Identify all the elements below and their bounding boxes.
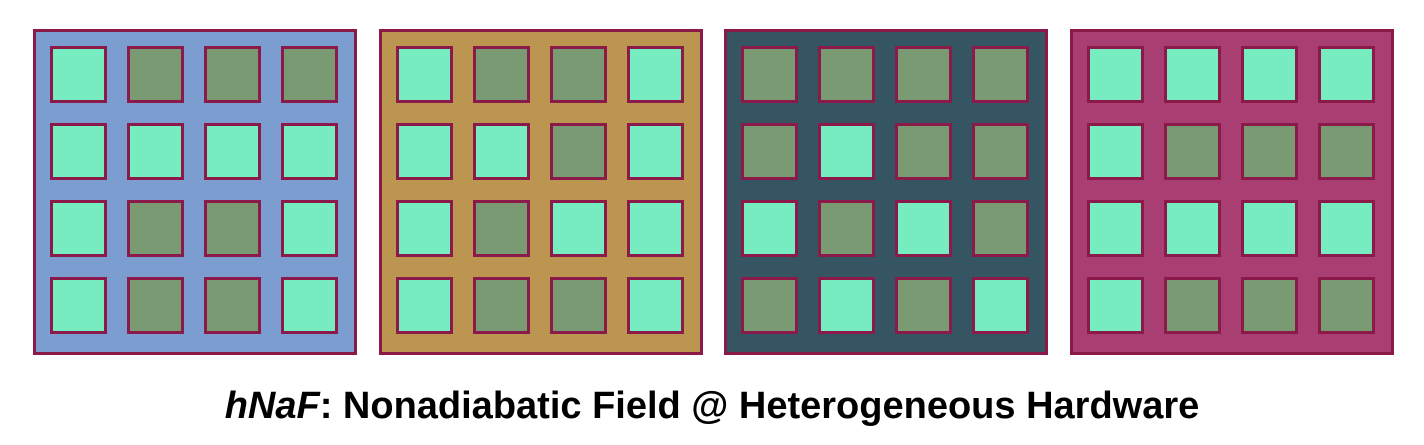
panel-2-cell-r3-c4-active bbox=[627, 200, 684, 257]
panel-1-cell-r3-c1-active bbox=[50, 200, 107, 257]
panel-1-cell-r1-c2-inactive bbox=[127, 46, 184, 103]
hardware-panels bbox=[33, 29, 1394, 355]
panel-4-cell-r4-c4-inactive bbox=[1318, 277, 1375, 334]
panel-3-cell-r3-c3-active bbox=[895, 200, 952, 257]
panel-2-cell-r4-c4-active bbox=[627, 277, 684, 334]
panel-4-cell-r4-c2-inactive bbox=[1164, 277, 1221, 334]
panel-3-cell-r2-c2-active bbox=[818, 123, 875, 180]
panel-3-cell-r4-c4-active bbox=[972, 277, 1029, 334]
panel-3-cell-r1-c3-inactive bbox=[895, 46, 952, 103]
panel-1-cell-r2-c3-active bbox=[204, 123, 261, 180]
panel-2-cell-r1-c1-active bbox=[396, 46, 453, 103]
panel-2-cell-r4-c2-inactive bbox=[473, 277, 530, 334]
panel-3-cell-r4-c1-inactive bbox=[741, 277, 798, 334]
panel-2-cell-r4-c1-active bbox=[396, 277, 453, 334]
figure-caption: hNaF: Nonadiabatic Field @ Heterogeneous… bbox=[0, 378, 1424, 434]
panel-4-cell-r2-c2-inactive bbox=[1164, 123, 1221, 180]
panel-4-cell-r1-c1-active bbox=[1087, 46, 1144, 103]
panel-2-cell-r3-c2-inactive bbox=[473, 200, 530, 257]
panel-3-cell-r2-c4-inactive bbox=[972, 123, 1029, 180]
panel-2-cell-r4-c3-inactive bbox=[550, 277, 607, 334]
panel-4-cell-r1-c4-active bbox=[1318, 46, 1375, 103]
panel-4-cell-r4-c1-active bbox=[1087, 277, 1144, 334]
panel-3-cell-r4-c2-active bbox=[818, 277, 875, 334]
panel-3-cell-r1-c2-inactive bbox=[818, 46, 875, 103]
panel-1-cell-r1-c3-inactive bbox=[204, 46, 261, 103]
panel-2-cell-r3-c3-active bbox=[550, 200, 607, 257]
panel-4-cell-r1-c3-active bbox=[1241, 46, 1298, 103]
panel-4-cell-r3-c4-active bbox=[1318, 200, 1375, 257]
panel-1-cell-r2-c1-active bbox=[50, 123, 107, 180]
panel-1-cell-r1-c1-active bbox=[50, 46, 107, 103]
panel-4 bbox=[1070, 29, 1394, 355]
panel-1-cell-r4-c4-active bbox=[281, 277, 338, 334]
panel-4-cell-r3-c3-active bbox=[1241, 200, 1298, 257]
panel-3-cell-r3-c1-active bbox=[741, 200, 798, 257]
panel-1-cell-r3-c2-inactive bbox=[127, 200, 184, 257]
panel-4-cell-r2-c3-inactive bbox=[1241, 123, 1298, 180]
caption-text: : Nonadiabatic Field @ Heterogeneous Har… bbox=[319, 385, 1200, 427]
panel-1-cell-r1-c4-inactive bbox=[281, 46, 338, 103]
panel-2-cell-r3-c1-active bbox=[396, 200, 453, 257]
panel-3-cell-r2-c1-inactive bbox=[741, 123, 798, 180]
panel-1-cell-r3-c4-active bbox=[281, 200, 338, 257]
panel-2 bbox=[379, 29, 703, 355]
panel-3-cell-r1-c1-inactive bbox=[741, 46, 798, 103]
panel-1-cell-r4-c3-inactive bbox=[204, 277, 261, 334]
panel-4-cell-r3-c2-active bbox=[1164, 200, 1221, 257]
panel-2-cell-r2-c2-active bbox=[473, 123, 530, 180]
panel-4-cell-r3-c1-active bbox=[1087, 200, 1144, 257]
panel-4-cell-r4-c3-inactive bbox=[1241, 277, 1298, 334]
panel-4-cell-r1-c2-active bbox=[1164, 46, 1221, 103]
panel-3-cell-r4-c3-inactive bbox=[895, 277, 952, 334]
panel-3-cell-r1-c4-inactive bbox=[972, 46, 1029, 103]
panel-2-cell-r2-c1-active bbox=[396, 123, 453, 180]
panel-4-cell-r2-c4-inactive bbox=[1318, 123, 1375, 180]
panel-1 bbox=[33, 29, 357, 355]
panel-3-cell-r2-c3-inactive bbox=[895, 123, 952, 180]
panel-2-cell-r1-c4-active bbox=[627, 46, 684, 103]
caption-acronym: hNaF bbox=[224, 385, 320, 427]
panel-1-cell-r2-c2-active bbox=[127, 123, 184, 180]
panel-3-cell-r3-c4-inactive bbox=[972, 200, 1029, 257]
panel-3-cell-r3-c2-inactive bbox=[818, 200, 875, 257]
panel-2-cell-r2-c4-active bbox=[627, 123, 684, 180]
panel-1-cell-r4-c2-inactive bbox=[127, 277, 184, 334]
panel-3 bbox=[724, 29, 1048, 355]
panel-2-cell-r2-c3-inactive bbox=[550, 123, 607, 180]
panel-1-cell-r4-c1-active bbox=[50, 277, 107, 334]
panel-1-cell-r2-c4-active bbox=[281, 123, 338, 180]
panel-2-cell-r1-c2-inactive bbox=[473, 46, 530, 103]
panel-2-cell-r1-c3-inactive bbox=[550, 46, 607, 103]
panel-1-cell-r3-c3-inactive bbox=[204, 200, 261, 257]
panel-4-cell-r2-c1-active bbox=[1087, 123, 1144, 180]
